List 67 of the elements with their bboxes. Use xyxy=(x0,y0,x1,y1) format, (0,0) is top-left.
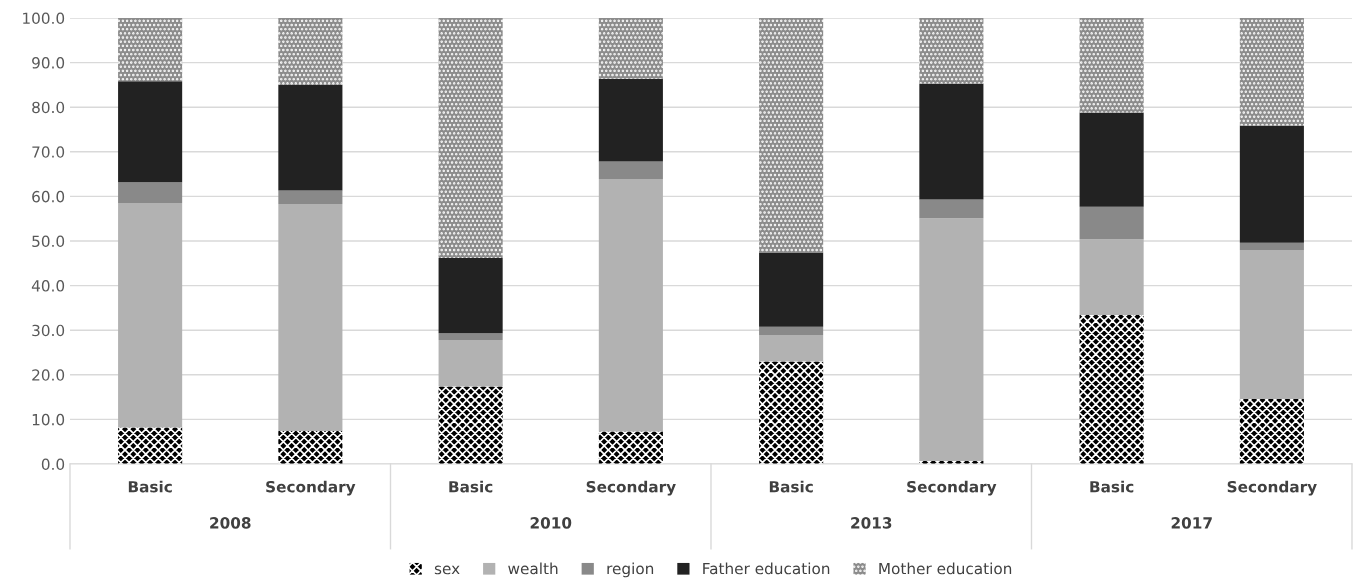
bar xyxy=(118,182,183,204)
bar xyxy=(759,361,824,464)
y-tick-label: 60.0 xyxy=(32,190,65,203)
bar xyxy=(759,18,824,253)
bar xyxy=(438,257,503,334)
bar xyxy=(1079,315,1144,464)
bar xyxy=(1079,206,1144,240)
bar xyxy=(118,203,183,428)
bar xyxy=(598,161,663,180)
x-tick-label: Secondary xyxy=(266,480,356,496)
bar xyxy=(759,326,824,336)
bar xyxy=(759,335,824,362)
legend-label: region xyxy=(607,562,654,578)
y-tick-label: 40.0 xyxy=(31,280,65,292)
y-tick-label: 90.0 xyxy=(32,57,65,69)
bar xyxy=(118,427,183,464)
bar xyxy=(1079,112,1144,207)
bar xyxy=(278,203,343,431)
x-tick-label: Basic xyxy=(449,480,493,493)
bar xyxy=(438,333,503,341)
bar xyxy=(118,81,183,183)
y-tick-label: 50.0 xyxy=(32,235,65,248)
x-tick-label: Secondary xyxy=(586,480,676,496)
bar xyxy=(919,18,984,84)
bar xyxy=(598,431,663,464)
bar xyxy=(278,190,343,204)
bar xyxy=(278,18,343,85)
bar xyxy=(438,386,503,464)
bar xyxy=(919,199,984,219)
bar xyxy=(1239,125,1304,243)
bar xyxy=(598,78,663,162)
bar xyxy=(1239,249,1304,399)
bar xyxy=(1079,18,1144,113)
bar xyxy=(759,252,824,327)
legend-label: wealth xyxy=(508,562,558,575)
bar xyxy=(598,179,663,432)
bar xyxy=(1239,398,1304,464)
bar xyxy=(278,431,343,464)
y-tick-label: 70.0 xyxy=(32,146,65,158)
legend-label: Father education xyxy=(703,562,830,575)
y-tick-label: 20.0 xyxy=(32,369,65,381)
text: 2008 xyxy=(210,517,251,529)
bar xyxy=(1239,18,1304,126)
x-tick-label: Secondary xyxy=(1227,480,1317,496)
y-tick-label: 80.0 xyxy=(32,101,65,114)
x-tick-label: Basic xyxy=(769,480,813,493)
bar xyxy=(1079,239,1144,316)
text: 2017 xyxy=(1171,517,1212,529)
legend-label: Mother education xyxy=(879,562,1012,575)
y-tick-label: 10.0 xyxy=(32,413,65,426)
y-tick-label: 0.0 xyxy=(41,458,65,471)
text: 2013 xyxy=(851,517,892,529)
bar xyxy=(438,340,503,387)
y-tick-label: 100.0 xyxy=(23,12,65,25)
y-tick-label: 30.0 xyxy=(32,324,65,337)
bar xyxy=(1239,242,1304,250)
x-tick-label: Basic xyxy=(1090,480,1134,493)
x-tick-label: Basic xyxy=(128,480,172,493)
bar xyxy=(118,18,183,82)
text: 2010 xyxy=(530,517,572,529)
legend-label: sex xyxy=(434,565,460,575)
bar xyxy=(598,18,663,79)
bar xyxy=(278,84,343,191)
bar xyxy=(438,18,503,258)
bar xyxy=(919,83,984,200)
bar xyxy=(919,218,984,461)
x-tick-label: Secondary xyxy=(907,480,997,496)
